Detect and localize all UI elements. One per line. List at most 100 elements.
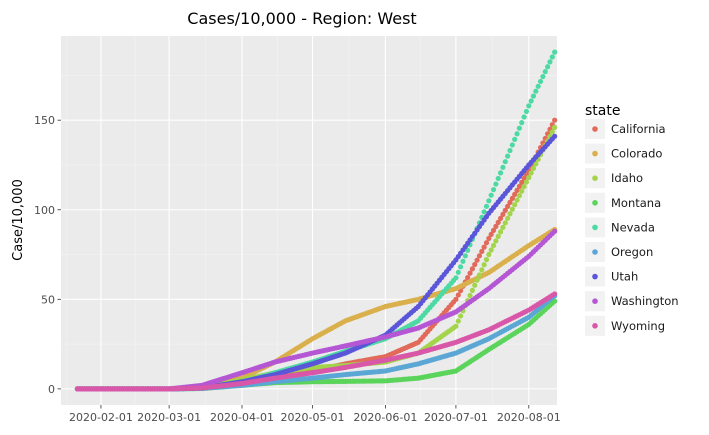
- data-point: [552, 133, 558, 139]
- x-tick-label: 2020-02-01: [69, 411, 133, 424]
- legend-item-wyoming: Wyoming: [585, 315, 665, 336]
- legend-label: Idaho: [611, 171, 643, 185]
- x-tick-label: 2020-05-01: [281, 411, 345, 424]
- data-point: [476, 253, 483, 259]
- data-point: [519, 188, 525, 194]
- data-point: [493, 223, 499, 229]
- legend-item-montana: Montana: [585, 192, 661, 213]
- data-point: [519, 179, 525, 185]
- data-point: [458, 313, 464, 319]
- legend-title: state: [585, 103, 620, 119]
- data-point: [486, 198, 492, 204]
- x-tick-label: 2020-08-01: [497, 411, 561, 424]
- data-point: [552, 124, 558, 130]
- data-point: [505, 215, 511, 221]
- data-point: [481, 209, 487, 215]
- data-point: [453, 275, 459, 281]
- data-point: [552, 117, 558, 123]
- data-points: [74, 49, 558, 392]
- data-point: [516, 183, 522, 189]
- data-point: [537, 78, 544, 85]
- data-point: [474, 257, 480, 263]
- legend-swatch: [592, 323, 598, 329]
- legend-swatch: [592, 249, 598, 255]
- data-point: [542, 69, 548, 75]
- legend-item-california: California: [585, 119, 666, 139]
- data-point: [483, 240, 490, 246]
- x-tick-label: 2020-07-01: [424, 411, 488, 424]
- data-point: [500, 224, 506, 230]
- data-point: [500, 211, 506, 217]
- legend-label: Nevada: [611, 220, 655, 234]
- data-point: [516, 125, 522, 131]
- x-tick-label: 2020-04-01: [210, 411, 274, 424]
- data-point: [521, 175, 527, 181]
- data-point: [488, 247, 494, 253]
- legend-label: Montana: [611, 196, 661, 210]
- data-point: [467, 270, 473, 276]
- data-point: [455, 318, 461, 324]
- data-point: [521, 114, 527, 120]
- data-point: [483, 203, 490, 209]
- data-point: [514, 131, 520, 137]
- legend-item-washington: Washington: [585, 291, 679, 312]
- legend: state California Colorado Idaho Montana Neva…: [585, 103, 679, 336]
- data-point: [486, 251, 492, 258]
- x-tick-label: 2020-03-01: [137, 411, 201, 424]
- data-point: [465, 274, 471, 281]
- data-point: [474, 277, 480, 283]
- data-point: [535, 83, 541, 89]
- data-point: [528, 170, 534, 176]
- data-point: [528, 98, 534, 104]
- series-washington: [74, 228, 558, 392]
- legend-swatch: [592, 200, 598, 206]
- legend-item-utah: Utah: [585, 266, 638, 287]
- data-point: [481, 244, 487, 250]
- data-point: [516, 193, 522, 199]
- data-point: [469, 266, 475, 272]
- data-point: [458, 264, 464, 270]
- data-point: [483, 257, 490, 263]
- data-point: [497, 170, 504, 176]
- legend-label: Oregon: [611, 245, 653, 259]
- legend-item-colorado: Colorado: [585, 143, 662, 164]
- legend-label: California: [611, 122, 666, 136]
- data-point: [523, 108, 530, 115]
- legend-swatch: [592, 298, 598, 305]
- data-point: [472, 282, 478, 288]
- data-point: [479, 248, 485, 255]
- data-point: [472, 261, 478, 268]
- data-point: [512, 202, 518, 208]
- data-point: [530, 93, 537, 99]
- data-point: [526, 174, 532, 181]
- data-point: [460, 258, 466, 264]
- data-point: [455, 292, 461, 298]
- data-point: [500, 164, 506, 170]
- legend-item-idaho: Idaho: [585, 168, 643, 189]
- data-point: [523, 179, 530, 185]
- data-point: [547, 59, 553, 65]
- data-point: [505, 153, 511, 159]
- data-point: [453, 296, 459, 302]
- data-point: [490, 227, 497, 233]
- data-point: [490, 187, 497, 193]
- legend-label: Colorado: [611, 147, 662, 161]
- data-point: [455, 269, 461, 275]
- data-point: [493, 238, 499, 244]
- legend-item-nevada: Nevada: [585, 217, 655, 238]
- data-point: [490, 242, 497, 249]
- data-point: [453, 323, 459, 329]
- data-point: [509, 195, 515, 201]
- data-point: [476, 272, 483, 278]
- data-point: [540, 73, 546, 80]
- data-point: [552, 228, 558, 234]
- data-point: [533, 88, 539, 94]
- axis-ticks: 0 50 100 150 2020-02-01 2020-03-01 2020-04-01 2…: [34, 114, 561, 424]
- data-point: [509, 206, 515, 212]
- data-point: [497, 229, 504, 235]
- data-point: [493, 181, 499, 187]
- data-point: [502, 220, 508, 226]
- legend-swatch: [592, 273, 598, 280]
- data-point: [462, 253, 468, 259]
